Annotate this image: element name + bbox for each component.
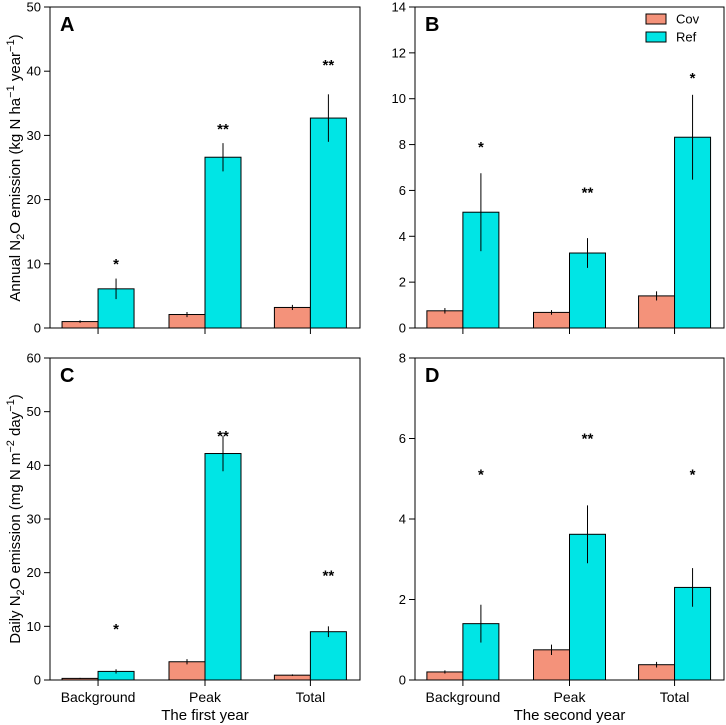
y-tick-label: 50 — [27, 0, 41, 15]
bar-cov — [273, 306, 311, 329]
x-tick-label: Background — [426, 689, 501, 705]
significance-marker: * — [690, 467, 696, 484]
y-tick-label: 2 — [399, 592, 406, 607]
y-tick-label: 30 — [27, 128, 41, 143]
y-tick-label: 10 — [27, 619, 41, 634]
significance-marker: ** — [323, 567, 335, 584]
legend: Cov Ref — [645, 12, 700, 45]
y-tick-label: 50 — [27, 404, 41, 419]
y-tick-label: 0 — [399, 321, 406, 336]
legend-swatch-ref — [645, 31, 667, 43]
y-tick-label: 40 — [27, 458, 41, 473]
y-tick-label: 20 — [27, 192, 41, 207]
significance-marker: * — [690, 70, 696, 87]
panel-d: 0 2 4 6 8 Background * Peak ** Total * D The second … — [399, 351, 725, 724]
bar-cov — [638, 295, 676, 329]
y-tick-label: 12 — [392, 45, 406, 60]
y-tick-label: 0 — [34, 321, 41, 336]
bar-ref — [204, 156, 242, 329]
significance-marker: * — [478, 139, 484, 156]
y-tick-label: 8 — [399, 351, 406, 366]
bar-ref — [309, 631, 347, 681]
y-tick-label: 6 — [399, 431, 406, 446]
panel-letter: A — [60, 14, 74, 36]
y-tick-label: 0 — [34, 673, 41, 688]
significance-marker: * — [113, 621, 119, 638]
y-axis-title-annual: Annual N2O emission (kg N ha−1 year−1) — [5, 34, 27, 301]
significance-marker: ** — [323, 57, 335, 74]
panel-c: 0 10 20 30 40 50 60 Background * Peak ** Total ** C Th… — [27, 351, 361, 724]
panel-letter: D — [425, 365, 439, 387]
bar-ref — [204, 453, 242, 681]
y-tick-label: 40 — [27, 64, 41, 79]
significance-marker: ** — [582, 185, 594, 202]
x-tick-label: Total — [660, 689, 690, 705]
x-axis-title: The second year — [514, 707, 626, 724]
panel-letter: B — [425, 14, 439, 36]
bar-ref — [309, 117, 347, 329]
legend-label-ref: Ref — [676, 30, 697, 45]
significance-marker: * — [113, 256, 119, 273]
legend-swatch-cov — [645, 13, 667, 25]
y-axis-title-daily: Daily N2O emission (mg N m−2 day−1) — [5, 394, 27, 644]
y-tick-label: 0 — [399, 673, 406, 688]
y-tick-label: 10 — [392, 91, 406, 106]
y-tick-label: 10 — [27, 256, 41, 271]
bar-cov — [533, 311, 570, 329]
x-tick-label: Background — [61, 689, 136, 705]
y-tick-label: 4 — [399, 229, 406, 244]
y-tick-label: 60 — [27, 351, 41, 366]
y-tick-label: 30 — [27, 512, 41, 527]
y-tick-label: 14 — [392, 0, 406, 15]
legend-label-cov: Cov — [676, 12, 700, 27]
x-tick-label: Peak — [554, 689, 587, 705]
y-tick-label: 2 — [399, 275, 406, 290]
bar-cov — [168, 661, 206, 681]
significance-marker: ** — [217, 121, 229, 138]
significance-marker: ** — [217, 428, 229, 445]
panel-letter: C — [60, 365, 74, 387]
y-tick-label: 20 — [27, 565, 41, 580]
y-tick-label: 6 — [399, 183, 406, 198]
y-tick-label: 8 — [399, 137, 406, 152]
x-tick-label: Total — [296, 689, 326, 705]
significance-marker: ** — [582, 431, 594, 448]
x-tick-label: Peak — [189, 689, 222, 705]
x-axis-title: The first year — [161, 707, 249, 724]
y-tick-label: 4 — [399, 512, 406, 527]
significance-marker: * — [478, 467, 484, 484]
